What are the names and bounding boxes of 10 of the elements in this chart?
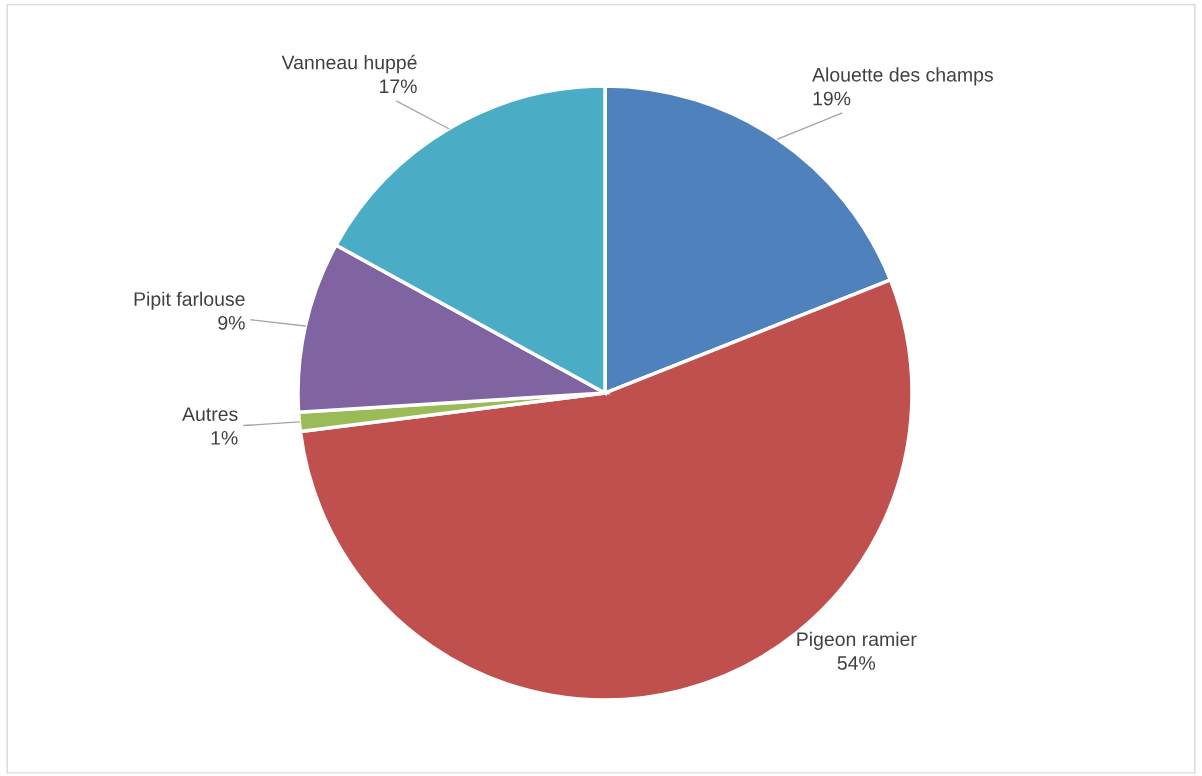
slice-label: Pipit farlouse (134, 291, 245, 310)
data-label: 54% (837, 656, 876, 670)
slice-label: Pigeon ramier (797, 631, 917, 650)
data-label: 1% (211, 431, 238, 445)
data-label: 19% (813, 91, 851, 106)
data-label: 17% (380, 79, 417, 94)
data-label: 9% (218, 315, 245, 330)
slice-label: Vanneau huppé (281, 54, 417, 74)
slice-label: Autres (182, 407, 238, 422)
slice-label: Alouette des champs (812, 67, 993, 86)
